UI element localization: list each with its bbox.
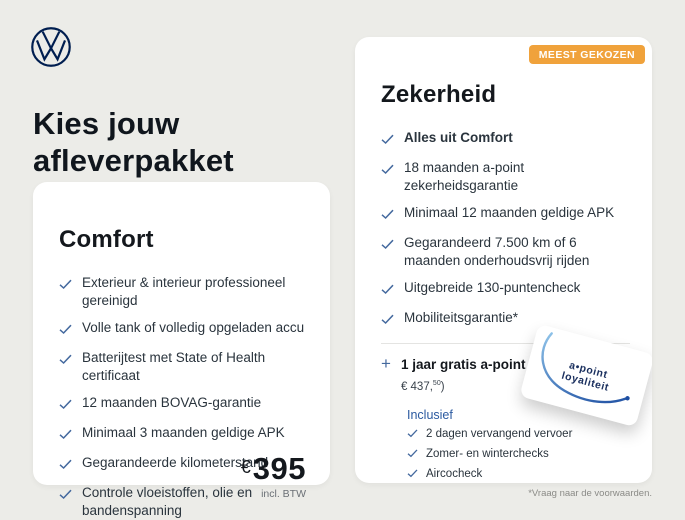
plus-icon: + (381, 353, 391, 373)
zekerheid-feature-item: 18 maanden a-point zekerheidsgarantie (381, 159, 630, 195)
package-card-comfort[interactable]: Comfort Exterieur & interieur profession… (33, 182, 330, 518)
zekerheid-feature-item: Uitgebreide 130-puntencheck (381, 279, 630, 300)
zekerheid-feature-item: Minimaal 12 maanden geldige APK (381, 204, 630, 225)
loyalty-card-arc (541, 332, 630, 404)
comfort-title: Comfort (59, 225, 154, 253)
check-icon (381, 237, 394, 255)
check-icon (407, 429, 418, 442)
comfort-price-note: incl. BTW (261, 487, 306, 500)
zekerheid-feature-item: Mobiliteitsgarantie* (381, 309, 630, 330)
check-icon (381, 312, 394, 330)
inclusief-item: 2 dagen vervangend vervoer (407, 428, 630, 442)
zekerheid-feature-item: Gegarandeerd 7.500 km of 6 maanden onder… (381, 234, 630, 270)
check-icon (407, 469, 418, 482)
zekerheid-title: Zekerheid (381, 80, 497, 108)
comfort-feature-item: 12 maanden BOVAG-garantie (59, 394, 308, 415)
comfort-feature-item: Exterieur & interieur professioneel gere… (59, 274, 308, 310)
check-icon (59, 352, 72, 370)
comfort-price: €395 incl. BTW (241, 451, 306, 500)
page-title: Kies jouw afleverpakket (33, 105, 234, 178)
inclusief-item: Zomer- en winterchecks (407, 448, 630, 462)
disclaimer-text: *Vraag naar de voorwaarden. (528, 488, 652, 499)
package-card-zekerheid[interactable]: MEEST GEKOZEN Zekerheid Alles uit Comfor… (355, 37, 652, 483)
check-icon (381, 132, 394, 150)
check-icon (381, 207, 394, 225)
check-icon (59, 427, 72, 445)
check-icon (407, 449, 418, 462)
comfort-price-currency: € (240, 456, 251, 477)
comfort-feature-item: Minimaal 3 maanden geldige APK (59, 424, 308, 445)
check-icon (59, 487, 72, 505)
check-icon (59, 322, 72, 340)
check-icon (59, 277, 72, 295)
inclusief-item: Aircocheck (407, 468, 630, 482)
check-icon (381, 282, 394, 300)
comfort-feature-item: Volle tank of volledig opgeladen accu (59, 319, 308, 340)
most-chosen-badge: MEEST GEKOZEN (528, 45, 645, 64)
a-point-loyalty-card-image: a•point loyaliteit (519, 323, 652, 428)
zekerheid-feature-item: Alles uit Comfort (381, 129, 630, 150)
inclusief-list: 2 dagen vervangend vervoer Zomer- en win… (407, 428, 630, 483)
comfort-price-amount: 395 (252, 450, 306, 486)
check-icon (59, 397, 72, 415)
zekerheid-feature-list: Alles uit Comfort 18 maanden a-point zek… (381, 129, 630, 330)
volkswagen-logo-icon (30, 26, 72, 68)
comfort-feature-item: Gegarandeerde kilometerstand (59, 454, 308, 475)
comfort-feature-item: Batterijtest met State of Health certifi… (59, 349, 308, 385)
inclusief-label: Inclusief (407, 407, 453, 422)
check-icon (59, 457, 72, 475)
section-divider (381, 342, 630, 344)
check-icon (381, 162, 394, 180)
